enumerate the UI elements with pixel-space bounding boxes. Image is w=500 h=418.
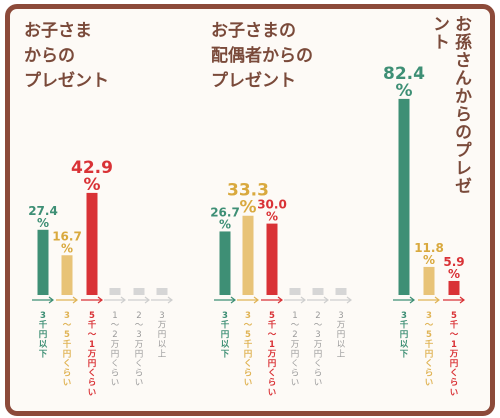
bar-3-2	[423, 266, 435, 295]
bar-3-1	[398, 98, 410, 295]
category-label-2-3: 5 千～ 1 万円くらい	[267, 311, 277, 398]
value-label-3-3: 5.9%	[443, 255, 464, 281]
bar-charts: 27.4 % 3 千円以下 16.7 % 3 ～ 5 千円くらい 42.9 % 5 千～ 1 万円くらい 1 ～ 2…	[28, 64, 465, 398]
category-label-2-2: 3 ～ 5 千円くらい	[244, 311, 253, 388]
bar-1-3	[86, 192, 98, 295]
bar-1-2	[61, 255, 73, 295]
bar-2-5	[312, 288, 324, 295]
category-label-2-1: 3 千円以下	[221, 311, 230, 359]
chart-3-title: お孫さんからのプレゼント	[429, 15, 471, 195]
value-label-2-2: 33.3%	[227, 181, 269, 218]
category-label-1-5: 2 ～ 3 万円くらい	[135, 311, 144, 388]
category-label-1-3: 5 千～ 1 万円くらい	[87, 311, 97, 398]
axis-arrow-1-6	[167, 296, 173, 304]
bar-2-6	[335, 288, 347, 295]
bar-2-2	[242, 215, 254, 295]
axis-arrow-2-5	[323, 296, 329, 304]
bar-1-5	[133, 288, 145, 295]
axis-arrow-2-1	[230, 296, 236, 304]
bar-3-3	[448, 280, 460, 295]
axis-arrow-3-2	[434, 296, 440, 304]
axis-arrow-2-2	[253, 296, 259, 304]
category-label-3-3: 5 千～ 1 万円くらい	[449, 311, 459, 398]
category-label-3-1: 3 千円以下	[400, 311, 409, 359]
value-label-3-1: 82.4%	[383, 64, 425, 101]
axis-arrow-3-1	[409, 296, 415, 304]
bar-1-4	[109, 288, 121, 295]
category-label-2-4: 1 ～ 2 万円くらい	[291, 311, 300, 388]
axis-arrow-1-3	[97, 296, 103, 304]
category-label-3-2: 3 ～ 5 千円くらい	[425, 311, 434, 388]
value-label-1-2: 16.7%	[52, 229, 82, 255]
chart-frame: お子さま からの プレゼント お子さまの 配偶者からの プレゼント お孫さんから…	[5, 4, 495, 416]
category-label-2-5: 2 ～ 3 万円くらい	[314, 311, 323, 388]
axis-arrow-3-3	[459, 296, 465, 304]
category-label-1-2: 3 ～ 5 千円くらい	[63, 311, 72, 388]
category-label-1-1: 3 千円以下	[39, 311, 48, 359]
value-label-3-2: 11.8%	[414, 241, 444, 267]
axis-arrow-1-2	[72, 296, 78, 304]
axis-arrow-2-4	[300, 296, 306, 304]
category-label-2-6: 3 万円以上	[337, 311, 346, 359]
bar-2-3	[266, 223, 278, 295]
axis-arrow-2-3	[277, 296, 283, 304]
bar-2-1	[219, 231, 231, 295]
chart-1-title: お子さま からの プレゼント	[24, 21, 109, 91]
chart-2-title: お子さまの 配偶者からの プレゼント	[211, 21, 313, 91]
value-label-2-1: 26.7%	[210, 205, 240, 231]
bar-1-1	[37, 229, 49, 295]
bar-1-6	[156, 288, 168, 295]
axis-arrow-1-4	[120, 296, 126, 304]
bar-2-4	[289, 288, 301, 295]
category-label-1-4: 1 ～ 2 万円くらい	[111, 311, 120, 388]
axis-arrow-1-5	[144, 296, 150, 304]
axis-arrow-1-1	[48, 296, 54, 304]
category-label-1-6: 3 万円以上	[158, 311, 167, 359]
axis-arrow-2-6	[346, 296, 352, 304]
value-label-2-3: 30.0%	[257, 198, 287, 224]
value-label-1-1: 27.4%	[28, 204, 58, 230]
value-label-1-3: 42.9%	[71, 158, 113, 195]
